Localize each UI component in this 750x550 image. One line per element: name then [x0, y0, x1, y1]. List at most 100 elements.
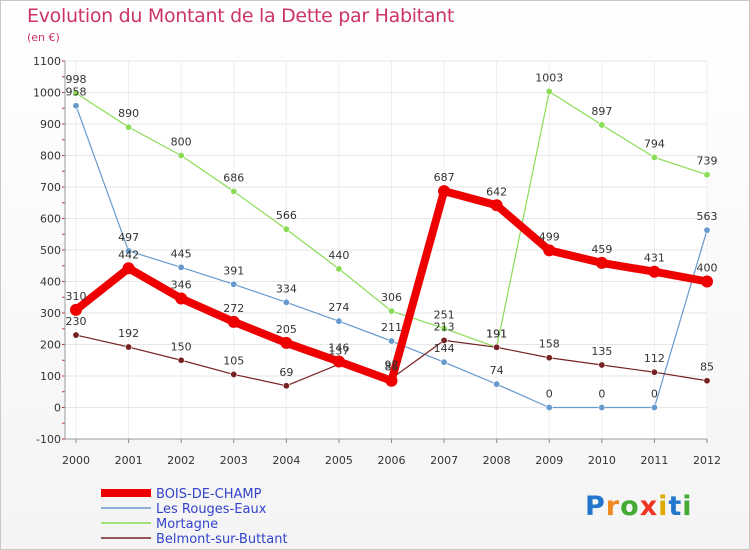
data-label: 191: [486, 327, 507, 340]
data-point: [70, 303, 82, 316]
data-point: [440, 336, 448, 344]
y-tick-label: 900: [40, 118, 61, 131]
y-tick-label: 100: [40, 370, 61, 383]
data-label: 0: [598, 388, 605, 401]
data-label: 800: [171, 136, 192, 149]
x-tick-label: 2000: [62, 454, 90, 467]
data-point: [598, 361, 606, 369]
data-label: 890: [118, 107, 139, 120]
logo-letter: r: [605, 491, 621, 522]
data-point: [72, 331, 80, 339]
data-label: 897: [591, 105, 612, 118]
data-point: [230, 370, 238, 378]
data-point: [72, 102, 80, 110]
data-point: [703, 226, 711, 234]
x-tick-label: 2009: [535, 454, 563, 467]
x-tick-label: 2002: [167, 454, 195, 467]
data-point: [282, 298, 290, 306]
data-label: 566: [276, 209, 297, 222]
y-tick-label: -100: [36, 433, 61, 446]
data-point: [175, 292, 188, 305]
data-point: [650, 368, 658, 376]
data-point: [125, 247, 133, 255]
y-tick-label: 1100: [33, 55, 61, 68]
data-point: [598, 121, 606, 129]
data-label: 442: [118, 248, 139, 261]
data-label: 958: [66, 86, 87, 99]
data-point: [650, 403, 658, 411]
data-label: 497: [118, 231, 139, 244]
data-label: 272: [223, 302, 244, 315]
y-tick-label: 700: [40, 181, 61, 194]
data-point: [282, 225, 290, 233]
y-tick-label: 600: [40, 213, 61, 226]
data-label: 112: [644, 352, 665, 365]
data-point: [440, 324, 448, 332]
y-tick-label: 200: [40, 339, 61, 352]
y-tick-label: 500: [40, 244, 61, 257]
data-point: [335, 317, 343, 325]
x-tick-label: 2007: [430, 454, 458, 467]
data-label: 687: [434, 171, 455, 184]
data-label: 642: [486, 185, 507, 198]
chart-subtitle: (en €): [27, 31, 60, 44]
data-label: 85: [700, 361, 714, 374]
logo-letter: t: [668, 491, 683, 522]
logo-letter: i: [682, 491, 693, 522]
data-label: 205: [276, 323, 297, 336]
data-label: 445: [171, 247, 192, 260]
data-point: [701, 275, 713, 288]
data-label: 334: [276, 282, 297, 295]
data-label: 135: [591, 345, 612, 358]
data-point: [703, 171, 711, 179]
data-point: [490, 199, 503, 212]
data-label: 310: [66, 290, 87, 303]
data-point: [282, 382, 290, 390]
data-label: 158: [539, 338, 560, 351]
x-tick-label: 2005: [325, 454, 353, 467]
data-point: [280, 336, 293, 349]
data-point: [648, 265, 661, 278]
data-point: [598, 403, 606, 411]
data-label: 0: [651, 388, 658, 401]
data-label: 0: [546, 388, 553, 401]
chart-title: Evolution du Montant de la Dette par Hab…: [27, 5, 455, 27]
data-point: [493, 343, 501, 351]
logo-letter: o: [620, 491, 640, 522]
data-point: [545, 88, 553, 96]
data-label: 274: [328, 301, 349, 314]
data-label: 400: [697, 262, 718, 275]
data-point: [387, 337, 395, 345]
data-point: [230, 280, 238, 288]
data-label: 563: [697, 210, 718, 223]
data-label: 459: [591, 243, 612, 256]
x-tick-label: 2006: [378, 454, 406, 467]
data-label: 213: [434, 320, 455, 333]
y-tick-label: 0: [54, 402, 61, 415]
data-point: [332, 355, 345, 368]
data-point: [545, 354, 553, 362]
y-tick-label: 400: [40, 276, 61, 289]
data-point: [438, 185, 451, 198]
x-tick-label: 2001: [115, 454, 143, 467]
proxiti-logo: Proxiti: [585, 491, 693, 522]
data-point: [387, 307, 395, 315]
data-point: [177, 356, 185, 364]
data-point: [543, 244, 556, 257]
data-point: [125, 343, 133, 351]
data-label: 346: [171, 279, 192, 292]
data-point: [335, 265, 343, 273]
data-label: 1003: [535, 72, 563, 85]
legend-label: Mortagne: [156, 517, 218, 532]
data-label: 211: [381, 321, 402, 334]
data-label: 998: [66, 73, 87, 86]
data-point: [650, 153, 658, 161]
x-tick-label: 2012: [693, 454, 721, 467]
data-point: [227, 315, 240, 328]
legend-label: Les Rouges-Eaux: [156, 502, 267, 517]
data-point: [230, 187, 238, 195]
logo-letter: P: [585, 491, 606, 522]
data-label: 137: [328, 344, 349, 357]
data-label: 391: [223, 264, 244, 277]
